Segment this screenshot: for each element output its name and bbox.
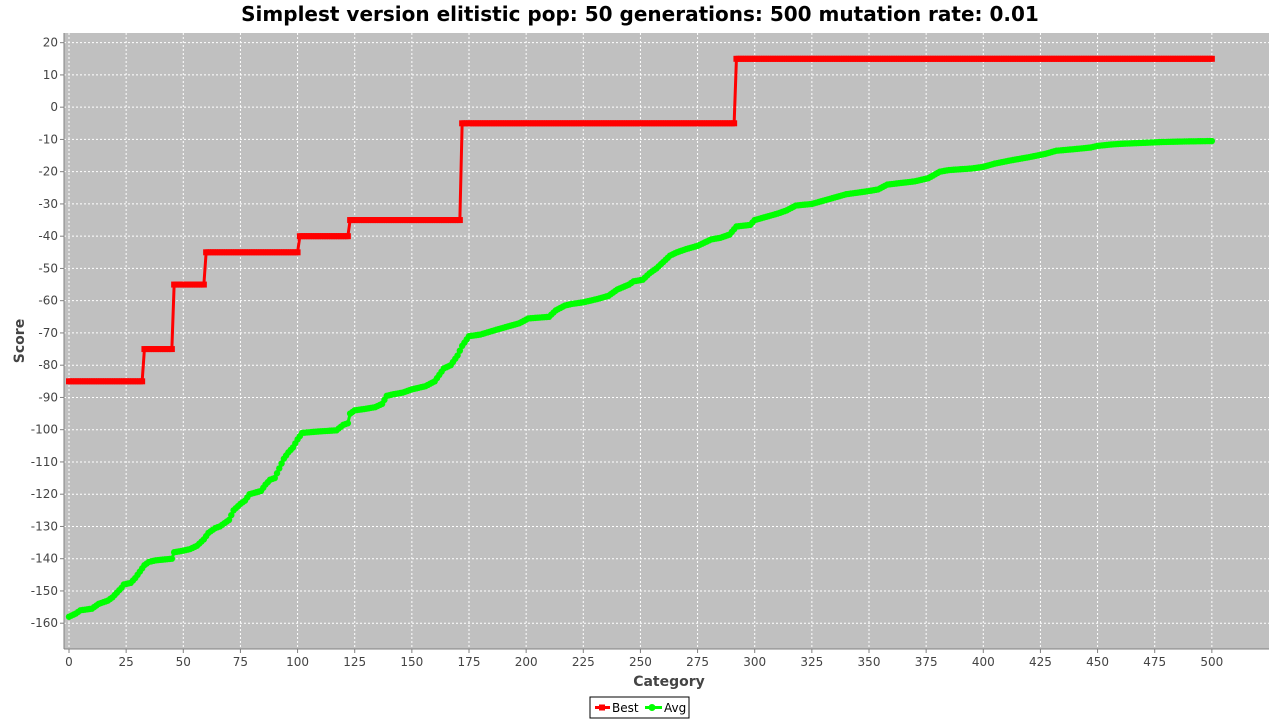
best-point <box>200 281 207 288</box>
x-tick-label: 200 <box>515 655 538 669</box>
x-tick-label: 475 <box>1143 655 1166 669</box>
x-tick-label: 350 <box>858 655 881 669</box>
y-tick-label: -20 <box>38 165 58 179</box>
best-point <box>294 249 301 256</box>
x-tick-label: 175 <box>458 655 481 669</box>
x-tick-label: 0 <box>65 655 73 669</box>
y-tick-label: -60 <box>38 294 58 308</box>
y-tick-label: -100 <box>31 423 58 437</box>
x-tick-label: 50 <box>176 655 191 669</box>
y-tick-label: -40 <box>38 229 58 243</box>
series-layer <box>65 55 1216 620</box>
avg-point <box>456 347 464 354</box>
avg-point <box>225 516 233 524</box>
y-tick-label: -50 <box>38 261 58 275</box>
y-tick-label: -140 <box>31 552 58 566</box>
x-tick-label: 125 <box>343 655 366 669</box>
x-tick-label: 25 <box>119 655 134 669</box>
y-axis-label: Score <box>12 319 28 363</box>
x-tick-label: 150 <box>400 655 423 669</box>
y-tick-label: 10 <box>43 68 58 82</box>
y-tick-label: -130 <box>31 519 58 533</box>
best-point <box>731 120 738 127</box>
x-tick-label: 275 <box>686 655 709 669</box>
legend-avg-label: Avg <box>664 701 686 715</box>
y-tick-label: -10 <box>38 132 58 146</box>
avg-point <box>168 555 176 562</box>
best-point <box>168 346 175 353</box>
plot-area <box>64 33 1269 649</box>
x-tick-label: 75 <box>233 655 248 669</box>
x-tick-label: 225 <box>572 655 595 669</box>
x-tick-label: 375 <box>915 655 938 669</box>
legend: Best Avg <box>589 696 690 719</box>
y-tick-label: 0 <box>50 100 58 114</box>
x-axis-ticks: 0 25 50 75 100 125 150 175 200 225 250 275 300 325 350… <box>65 649 1223 669</box>
y-tick-label: -150 <box>31 584 58 598</box>
legend-box <box>589 696 690 719</box>
avg-point <box>454 352 461 359</box>
avg-point <box>271 474 278 482</box>
legend-best-label: Best <box>612 701 639 715</box>
x-tick-label: 300 <box>743 655 766 669</box>
y-tick-label: -30 <box>38 197 58 211</box>
legend-best-marker <box>599 704 605 711</box>
y-tick-label: -90 <box>38 390 58 404</box>
x-tick-label: 500 <box>1200 655 1223 669</box>
x-tick-label: 325 <box>800 655 823 669</box>
avg-point <box>228 511 235 519</box>
y-tick-label: 20 <box>43 36 58 50</box>
avg-point <box>276 465 283 472</box>
x-tick-label: 450 <box>1086 655 1109 669</box>
avg-point <box>344 420 352 427</box>
chart-title: Simplest version elitistic pop: 50 gener… <box>241 2 1039 26</box>
best-point <box>139 378 146 385</box>
avg-point <box>1208 137 1216 145</box>
x-axis-label: Category <box>633 674 705 690</box>
y-tick-label: -160 <box>31 616 58 630</box>
y-tick-label: -110 <box>31 455 58 469</box>
legend-avg-marker <box>648 704 656 711</box>
best-point <box>1208 55 1215 62</box>
x-tick-label: 425 <box>1029 655 1052 669</box>
y-axis-ticks: 20 10 0 -10 -20 -30 -40 -50 -60 -70 -80 -90 -100 -110… <box>31 36 64 630</box>
best-point <box>344 233 351 240</box>
best-point <box>456 217 463 224</box>
y-tick-label: -70 <box>38 326 58 340</box>
avg-point <box>273 470 281 477</box>
avg-point <box>278 460 285 467</box>
y-tick-label: -120 <box>31 487 58 501</box>
x-tick-label: 250 <box>629 655 652 669</box>
x-tick-label: 400 <box>972 655 995 669</box>
y-tick-label: -80 <box>38 358 58 372</box>
x-tick-label: 100 <box>286 655 309 669</box>
grid-lines <box>64 33 1269 649</box>
